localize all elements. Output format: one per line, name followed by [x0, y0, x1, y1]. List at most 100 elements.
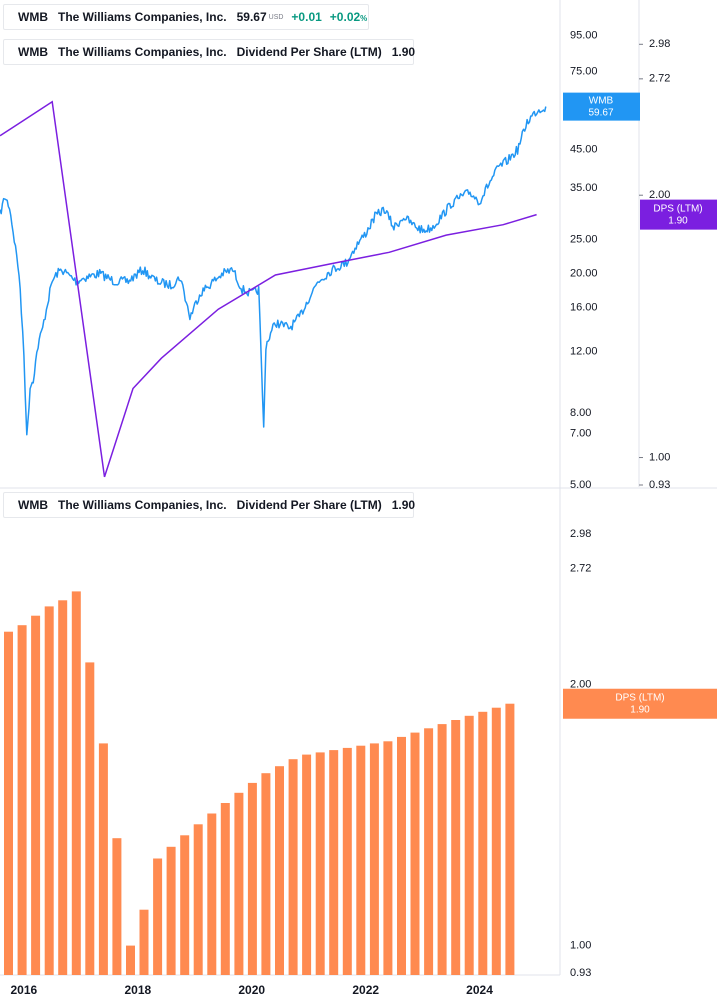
dps-bar — [451, 720, 461, 975]
price-axis-tick-label: 7.00 — [570, 428, 591, 440]
dps-axis-top: 2.98 2.72 2.00 1.00 0.93 — [639, 38, 670, 491]
dps-bar — [247, 782, 257, 975]
bar-last-label-name: DPS (LTM) — [615, 692, 664, 703]
price-axis: 95.00 75.00 45.00 35.00 25.00 20.00 16.00 12.00… — [570, 30, 598, 491]
dps-bar — [31, 615, 41, 975]
dps-bar — [44, 606, 54, 975]
legend-change: +0.01 — [291, 10, 322, 24]
dps-top-legend[interactable]: WMB The Williams Companies, Inc. Dividen… — [3, 39, 416, 65]
time-axis-tick-label: 2020 — [238, 983, 265, 997]
dps-bars — [4, 591, 515, 975]
dps-bar — [369, 743, 379, 975]
price-axis-tick-label: 8.00 — [570, 407, 591, 419]
bar-last-label: DPS (LTM)1.90 — [563, 688, 717, 719]
price-axis-tick-label: 45.00 — [570, 144, 598, 156]
price-axis-tick-label: 35.00 — [570, 182, 598, 194]
bar-last-label-value: 1.90 — [630, 704, 650, 715]
legend-indicator-value: 1.90 — [391, 498, 416, 512]
dps-bar — [180, 835, 190, 975]
legend-currency: USD — [268, 13, 284, 21]
legend-symbol: WMB — [18, 498, 48, 512]
dps-bar — [505, 703, 515, 975]
dps-bar — [220, 803, 230, 975]
dps-bar — [302, 754, 312, 975]
dps-bar — [17, 625, 27, 975]
bar-axis-tick-label: 2.72 — [570, 562, 591, 574]
legend-company-name: The Williams Companies, Inc. — [58, 498, 227, 512]
dps-axis-tick-label: 2.72 — [649, 73, 670, 85]
price-last-label-symbol: WMB — [589, 95, 614, 106]
dps-axis-tick-label: 2.98 — [649, 38, 670, 50]
dps-bar — [424, 728, 434, 975]
dps-bar — [139, 909, 149, 975]
price-last-label-bg — [563, 92, 640, 121]
time-axis-tick-label: 2022 — [352, 983, 379, 997]
dps-bar — [71, 591, 81, 975]
legend-symbol: WMB — [18, 45, 48, 59]
dps-last-label-value: 1.90 — [668, 215, 688, 226]
dps-bar — [234, 792, 244, 975]
time-axis: 2016 2018 2020 2022 2024 — [11, 983, 494, 997]
price-axis-tick-label: 20.00 — [570, 267, 598, 279]
dps-bar — [464, 715, 474, 975]
dps-last-label-bg — [640, 199, 717, 230]
time-axis-tick-label: 2024 — [466, 983, 493, 997]
dps-bar — [261, 773, 271, 975]
dps-bar — [288, 759, 298, 975]
legend-change-percent: +0.02% — [329, 10, 368, 24]
dps-bar — [85, 662, 95, 975]
dps-bar — [315, 752, 325, 975]
bar-last-label-bg — [563, 688, 717, 719]
dps-last-label: DPS (LTM)1.90 — [640, 199, 717, 230]
dps-bar — [98, 743, 108, 975]
dps-axis-tick-label: 2.00 — [649, 189, 670, 201]
dps-bar — [478, 711, 488, 975]
price-legend[interactable]: WMB The Williams Companies, Inc. 59.67 U… — [3, 4, 369, 30]
legend-indicator-value: 1.90 — [391, 45, 416, 59]
dps-bar — [58, 600, 68, 975]
time-axis-tick-label: 2018 — [125, 983, 152, 997]
price-last-label-value: 59.67 — [588, 107, 613, 118]
legend-symbol: WMB — [18, 10, 48, 24]
dps-line — [0, 100, 537, 478]
dps-last-label-name: DPS (LTM) — [653, 203, 702, 214]
price-axis-tick-label: 75.00 — [570, 66, 598, 78]
bar-axis-tick-label: 0.93 — [570, 967, 591, 979]
bar-axis-tick-label: 1.00 — [570, 940, 591, 952]
bar-axis-tick-label: 2.00 — [570, 678, 591, 690]
dps-bar — [112, 838, 122, 975]
dps-bar — [491, 707, 501, 975]
time-axis-tick-label: 2016 — [11, 983, 38, 997]
bar-axis-tick-label: 2.98 — [570, 528, 591, 540]
dps-axis-tick-label: 0.93 — [649, 479, 670, 491]
dps-bar — [4, 631, 13, 975]
dps-bar — [383, 741, 393, 975]
dps-bar — [437, 724, 447, 975]
legend-indicator-name: Dividend Per Share (LTM) — [236, 45, 382, 59]
price-axis-tick-label: 5.00 — [570, 479, 591, 491]
dps-bottom-legend[interactable]: WMB The Williams Companies, Inc. Dividen… — [3, 492, 416, 518]
dps-bar — [410, 732, 420, 975]
dps-bar — [275, 766, 284, 975]
price-axis-tick-label: 95.00 — [570, 30, 598, 42]
legend-indicator-name: Dividend Per Share (LTM) — [236, 498, 382, 512]
price-axis-tick-label: 16.00 — [570, 301, 598, 313]
dps-bar — [166, 846, 176, 975]
legend-price: 59.67 — [236, 10, 267, 24]
dps-bar — [329, 750, 339, 975]
dps-bar — [193, 824, 203, 975]
dps-bar — [356, 745, 366, 975]
dps-axis-tick-label: 1.00 — [649, 451, 670, 463]
legend-company-name: The Williams Companies, Inc. — [58, 10, 227, 24]
dps-bar — [126, 945, 135, 975]
dps-bar — [153, 858, 163, 975]
price-axis-tick-label: 12.00 — [570, 345, 598, 357]
price-axis-tick-label: 25.00 — [570, 233, 598, 245]
dps-bar — [342, 747, 352, 975]
dps-bar — [207, 813, 217, 975]
legend-company-name: The Williams Companies, Inc. — [58, 45, 227, 59]
price-line — [0, 106, 547, 436]
dps-bar — [397, 736, 406, 975]
